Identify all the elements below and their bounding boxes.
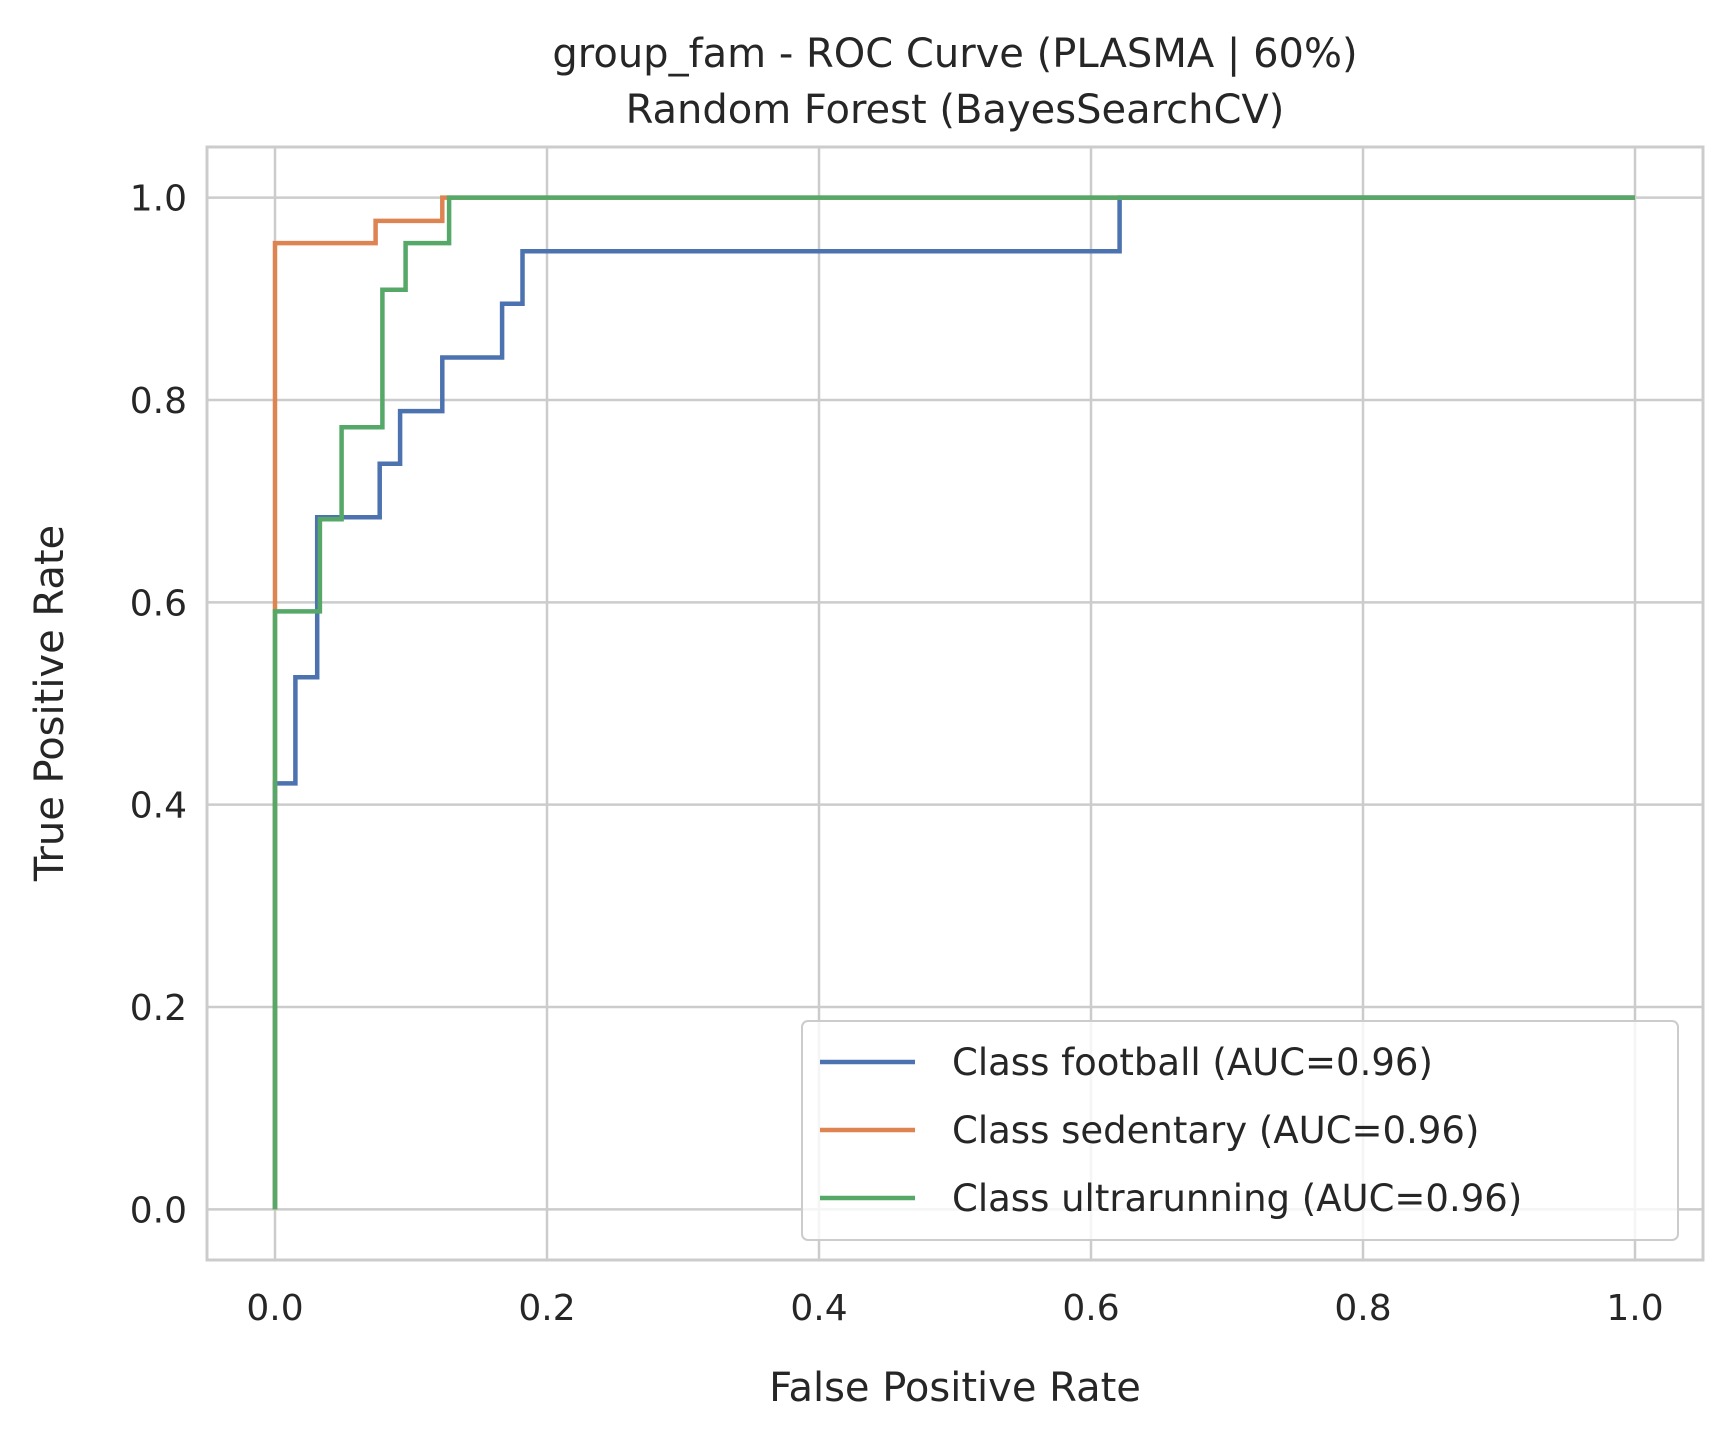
series-line-football xyxy=(272,195,1635,1210)
legend-label-ultrarunning: Class ultrarunning (AUC=0.96) xyxy=(952,1177,1522,1220)
series-lines xyxy=(272,195,1635,1210)
y-tick-labels: 0.0 0.2 0.4 0.6 0.8 1.0 xyxy=(130,179,187,1232)
chart-title: group_fam - ROC Curve (PLASMA | 60%) xyxy=(552,31,1357,77)
y-tick-label: 0.6 xyxy=(130,583,187,624)
legend-label-football: Class football (AUC=0.96) xyxy=(952,1041,1433,1084)
x-tick-label: 0.2 xyxy=(518,1288,575,1329)
x-tick-label: 0.0 xyxy=(246,1288,303,1329)
y-tick-label: 1.0 xyxy=(130,179,187,220)
y-tick-label: 0.0 xyxy=(130,1190,187,1231)
y-axis-label: True Positive Rate xyxy=(27,525,73,882)
chart-subtitle: Random Forest (BayesSearchCV) xyxy=(626,87,1285,133)
y-tick-label: 0.2 xyxy=(130,988,187,1029)
x-tick-labels: 0.0 0.2 0.4 0.6 0.8 1.0 xyxy=(246,1288,1663,1329)
legend-label-sedentary: Class sedentary (AUC=0.96) xyxy=(952,1109,1479,1152)
x-tick-label: 0.8 xyxy=(1334,1288,1391,1329)
x-tick-label: 1.0 xyxy=(1606,1288,1663,1329)
x-tick-label: 0.4 xyxy=(790,1288,847,1329)
y-tick-label: 0.8 xyxy=(130,381,187,422)
x-tick-label: 0.6 xyxy=(1062,1288,1119,1329)
x-axis-label: False Positive Rate xyxy=(769,1365,1141,1411)
grid xyxy=(207,147,1703,1260)
legend: Class football (AUC=0.96) Class sedentary… xyxy=(801,1020,1679,1241)
series-line-sedentary xyxy=(272,195,1635,1210)
y-tick-label: 0.4 xyxy=(130,786,187,827)
legend-box xyxy=(801,1020,1679,1241)
plot-frame xyxy=(205,145,1705,1262)
legend-items: Class football (AUC=0.96) Class sedentary… xyxy=(820,1041,1522,1220)
series-line-ultrarunning xyxy=(272,195,1635,1210)
